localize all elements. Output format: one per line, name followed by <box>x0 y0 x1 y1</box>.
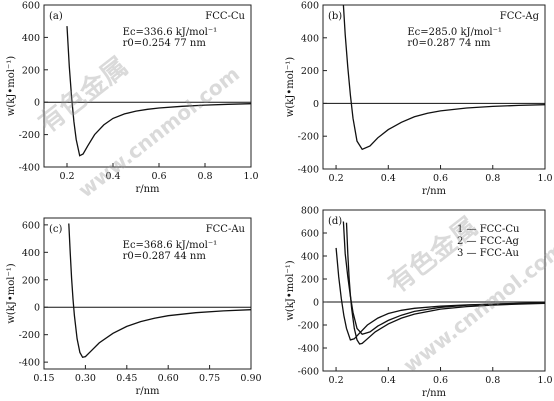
x-axis-title: r/nm <box>135 386 160 397</box>
y-tick-label: 0 <box>313 99 319 110</box>
x-tick-label: 1.0 <box>537 375 552 386</box>
energy-annotation: r0=0.254 77 nm <box>123 38 207 49</box>
x-tick-label: 0.8 <box>485 173 500 184</box>
x-axis-title: r/nm <box>422 388 447 399</box>
plot-frame <box>322 209 546 372</box>
y-tick-label: 600 <box>22 1 40 12</box>
panel-title: FCC-Au <box>206 224 246 235</box>
x-tick-label: 0.2 <box>329 173 344 184</box>
x-tick-label: 0.45 <box>116 373 137 384</box>
y-tick-label: 200 <box>22 65 40 76</box>
legend-entry: 2 — FCC-Ag <box>457 236 520 247</box>
energy-annotation: r0=0.287 44 nm <box>123 251 207 262</box>
series-line <box>68 223 252 359</box>
y-tick-label: -400 <box>19 163 40 174</box>
x-tick-label: 0.4 <box>381 375 396 386</box>
y-tick-label: -400 <box>298 165 319 176</box>
chart-panel-d: 0.2 0.4 0.6 0.8 1.0 -600 -400 -200 0 200 400 600 800… <box>285 206 553 400</box>
plot-frame <box>43 217 252 370</box>
x-tick-label: 0.15 <box>33 373 54 384</box>
y-tick-label: 200 <box>301 66 319 77</box>
panel-title: FCC-Cu <box>205 11 245 22</box>
y-tick-label: 200 <box>301 275 319 286</box>
x-axis-title: r/nm <box>422 186 447 197</box>
y-axis-title: w(kJ•mol⁻¹) <box>6 263 17 323</box>
chart-panel-a: 0.2 0.4 0.6 0.8 1.0 -400 -200 0 200 400 600 r/nm w(k… <box>6 1 259 196</box>
energy-annotation: r0=0.287 74 nm <box>407 38 491 49</box>
plot-frame <box>322 4 546 170</box>
y-tick-label: 200 <box>22 275 40 286</box>
series-line <box>335 247 546 341</box>
x-tick-label: 0.4 <box>105 171 120 182</box>
x-tick-label: 0.4 <box>381 173 396 184</box>
y-tick-label: 0 <box>34 303 40 314</box>
y-tick-label: -400 <box>298 344 319 355</box>
y-axis-title: w(kJ•mol⁻¹) <box>285 260 296 320</box>
y-tick-label: 600 <box>22 220 40 231</box>
legend-entry: 1 — FCC-Cu <box>457 224 520 235</box>
panel-label: (b) <box>328 11 342 22</box>
x-tick-label: 1.0 <box>243 171 258 182</box>
panel-label: (d) <box>328 216 342 227</box>
x-tick-label: 0.30 <box>75 373 96 384</box>
x-axis-title: r/nm <box>135 184 160 195</box>
y-tick-label: 600 <box>301 1 319 12</box>
legend-entry: 3 — FCC-Au <box>457 248 520 259</box>
x-tick-label: 0.8 <box>485 375 500 386</box>
y-tick-label: 0 <box>34 98 40 109</box>
y-tick-label: 400 <box>22 248 40 259</box>
y-tick-label: 800 <box>301 206 319 217</box>
series-line <box>66 26 252 157</box>
y-tick-label: -200 <box>19 130 40 141</box>
panel-label: (a) <box>49 11 63 22</box>
y-tick-label: -400 <box>19 358 40 369</box>
x-tick-label: 0.2 <box>59 171 74 182</box>
x-tick-label: 0.90 <box>240 373 261 384</box>
y-tick-label: -200 <box>298 321 319 332</box>
x-tick-label: 0.75 <box>199 373 220 384</box>
energy-annotation: Ec=285.0 kJ/mol⁻¹ <box>407 27 502 38</box>
y-tick-label: 400 <box>301 33 319 44</box>
energy-annotation: Ec=336.6 kJ/mol⁻¹ <box>123 27 218 38</box>
panel-title: FCC-Ag <box>500 11 540 22</box>
panel-label: (c) <box>49 224 63 235</box>
x-tick-label: 1.0 <box>537 173 552 184</box>
series-line <box>345 222 546 345</box>
energy-annotation: Ec=368.6 kJ/mol⁻¹ <box>123 240 218 251</box>
series-line <box>342 4 546 151</box>
x-tick-label: 0.6 <box>433 375 448 386</box>
x-tick-label: 0.60 <box>158 373 179 384</box>
y-tick-label: 400 <box>301 252 319 263</box>
x-tick-label: 0.2 <box>329 375 344 386</box>
chart-panel-c: 0.15 0.30 0.45 0.60 0.75 0.90 -400 -200 0 200 400 6… <box>6 217 262 397</box>
y-tick-label: -600 <box>298 367 319 378</box>
y-axis-title: w(kJ•mol⁻¹) <box>285 57 296 117</box>
y-tick-label: -200 <box>19 330 40 341</box>
plot-frame <box>43 4 252 168</box>
x-tick-label: 0.6 <box>433 173 448 184</box>
x-tick-label: 0.6 <box>151 171 166 182</box>
y-axis-title: w(kJ•mol⁻¹) <box>6 56 17 116</box>
x-tick-label: 0.8 <box>197 171 212 182</box>
y-tick-label: 400 <box>22 33 40 44</box>
y-tick-label: 0 <box>313 298 319 309</box>
y-tick-label: 600 <box>301 229 319 240</box>
chart-panel-b: 0.2 0.4 0.6 0.8 1.0 -400 -200 0 200 400 600 r/nm w(k… <box>285 1 553 198</box>
y-tick-label: -200 <box>298 132 319 143</box>
